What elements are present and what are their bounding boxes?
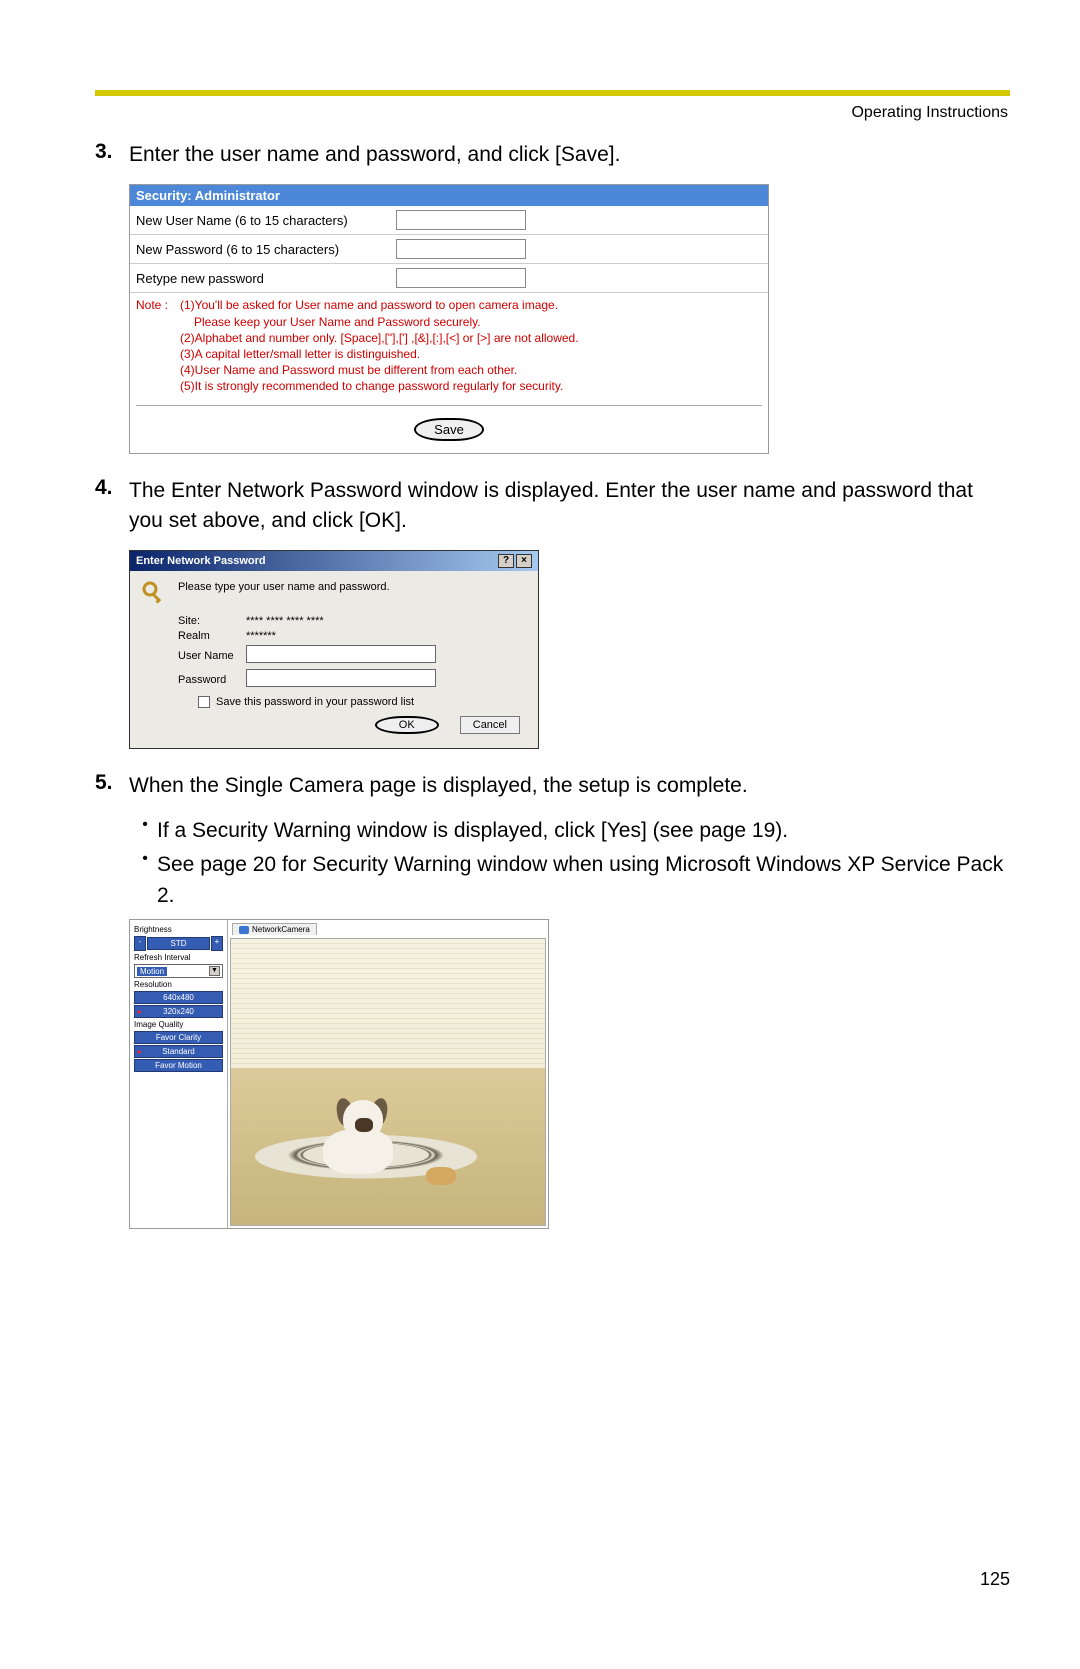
password-input[interactable]	[246, 669, 436, 687]
blinds-graphic	[231, 939, 545, 1082]
step-3: 3. Enter the user name and password, and…	[95, 140, 1010, 170]
brightness-title: Brightness	[134, 925, 223, 934]
step-4-num: 4.	[95, 476, 129, 537]
dog-graphic	[313, 1094, 413, 1174]
brightness-minus-button[interactable]: -	[134, 936, 146, 951]
step-4: 4. The Enter Network Password window is …	[95, 476, 1010, 537]
new-username-label: New User Name (6 to 15 characters)	[136, 213, 396, 228]
accent-bar	[95, 90, 1010, 96]
row-new-username: New User Name (6 to 15 characters)	[130, 206, 768, 235]
security-title: Security: Administrator	[130, 185, 768, 206]
realm-label: Realm	[178, 630, 246, 642]
new-username-input[interactable]	[396, 210, 526, 230]
camera-icon	[239, 926, 249, 934]
bullet-1: • If a Security Warning window is displa…	[129, 816, 1010, 846]
help-icon[interactable]: ?	[498, 554, 514, 568]
refresh-value: Motion	[137, 967, 167, 976]
retype-password-input[interactable]	[396, 268, 526, 288]
image-quality-title: Image Quality	[134, 1020, 223, 1029]
camera-tab-label: NetworkCamera	[252, 925, 310, 934]
security-notes: Note : (1)You'll be asked for User name …	[130, 293, 768, 402]
note-2: (2)Alphabet and number only. [Space],["]…	[136, 330, 762, 346]
note-5: (5)It is strongly recommended to change …	[136, 378, 762, 394]
step-3-num: 3.	[95, 140, 129, 170]
res-320-button[interactable]: 320x240	[134, 1005, 223, 1018]
save-button[interactable]: Save	[414, 418, 484, 441]
header-title: Operating Instructions	[95, 104, 1008, 122]
save-password-checkbox[interactable]	[198, 696, 210, 708]
security-admin-window: Security: Administrator New User Name (6…	[129, 184, 769, 453]
camera-main: NetworkCamera	[228, 920, 548, 1228]
bullet-1-text: If a Security Warning window is displaye…	[157, 816, 788, 846]
iq-motion-button[interactable]: Favor Motion	[134, 1059, 223, 1072]
save-password-label: Save this password in your password list	[216, 696, 414, 708]
step-4-text: The Enter Network Password window is dis…	[129, 476, 1010, 537]
page-number: 125	[95, 1569, 1010, 1590]
step-5-num: 5.	[95, 771, 129, 801]
netp-titlebar: Enter Network Password ? ×	[130, 551, 538, 571]
enter-network-password-window: Enter Network Password ? × Please type y…	[129, 550, 539, 749]
key-icon	[142, 581, 168, 607]
resolution-title: Resolution	[134, 980, 223, 989]
username-input[interactable]	[246, 645, 436, 663]
camera-page-screenshot: Brightness - STD + Refresh Interval Moti…	[129, 919, 549, 1229]
bullet-2: • See page 20 for Security Warning windo…	[129, 850, 1010, 911]
password-label: Password	[178, 674, 246, 686]
bullet-dot: •	[129, 816, 157, 846]
brightness-std-button[interactable]: STD	[147, 937, 210, 950]
note-1b: Please keep your User Name and Password …	[136, 314, 762, 330]
site-value: **** **** **** ****	[246, 615, 526, 627]
retype-password-label: Retype new password	[136, 271, 396, 286]
row-new-password: New Password (6 to 15 characters)	[130, 235, 768, 264]
bullet-2-text: See page 20 for Security Warning window …	[157, 850, 1010, 911]
new-password-label: New Password (6 to 15 characters)	[136, 242, 396, 257]
netp-message: Please type your user name and password.	[178, 581, 390, 593]
bullet-dot: •	[129, 850, 157, 911]
camera-tab[interactable]: NetworkCamera	[232, 923, 317, 935]
res-640-button[interactable]: 640x480	[134, 991, 223, 1004]
close-icon[interactable]: ×	[516, 554, 532, 568]
chevron-down-icon: ▼	[209, 966, 220, 976]
username-label: User Name	[178, 650, 246, 662]
toy-graphic	[426, 1167, 456, 1185]
brightness-plus-button[interactable]: +	[211, 936, 223, 951]
step-5-text: When the Single Camera page is displayed…	[129, 771, 748, 801]
refresh-select[interactable]: Motion ▼	[134, 964, 223, 978]
note-4: (4)User Name and Password must be differ…	[136, 362, 762, 378]
step-5: 5. When the Single Camera page is displa…	[95, 771, 1010, 801]
realm-value: *******	[246, 630, 526, 642]
note-1: (1)You'll be asked for User name and pas…	[180, 297, 558, 313]
refresh-title: Refresh Interval	[134, 953, 223, 962]
site-label: Site:	[178, 615, 246, 627]
note-prefix: Note :	[136, 297, 180, 313]
iq-standard-button[interactable]: Standard	[134, 1045, 223, 1058]
row-retype-password: Retype new password	[130, 264, 768, 293]
netp-title-text: Enter Network Password	[136, 555, 266, 567]
camera-tab-bar: NetworkCamera	[228, 920, 548, 938]
camera-view	[230, 938, 546, 1226]
iq-clarity-button[interactable]: Favor Clarity	[134, 1031, 223, 1044]
new-password-input[interactable]	[396, 239, 526, 259]
camera-sidebar: Brightness - STD + Refresh Interval Moti…	[130, 920, 228, 1228]
separator	[136, 405, 762, 406]
step-3-text: Enter the user name and password, and cl…	[129, 140, 620, 170]
ok-button[interactable]: OK	[375, 716, 439, 734]
note-3: (3)A capital letter/small letter is dist…	[136, 346, 762, 362]
cancel-button[interactable]: Cancel	[460, 716, 520, 734]
